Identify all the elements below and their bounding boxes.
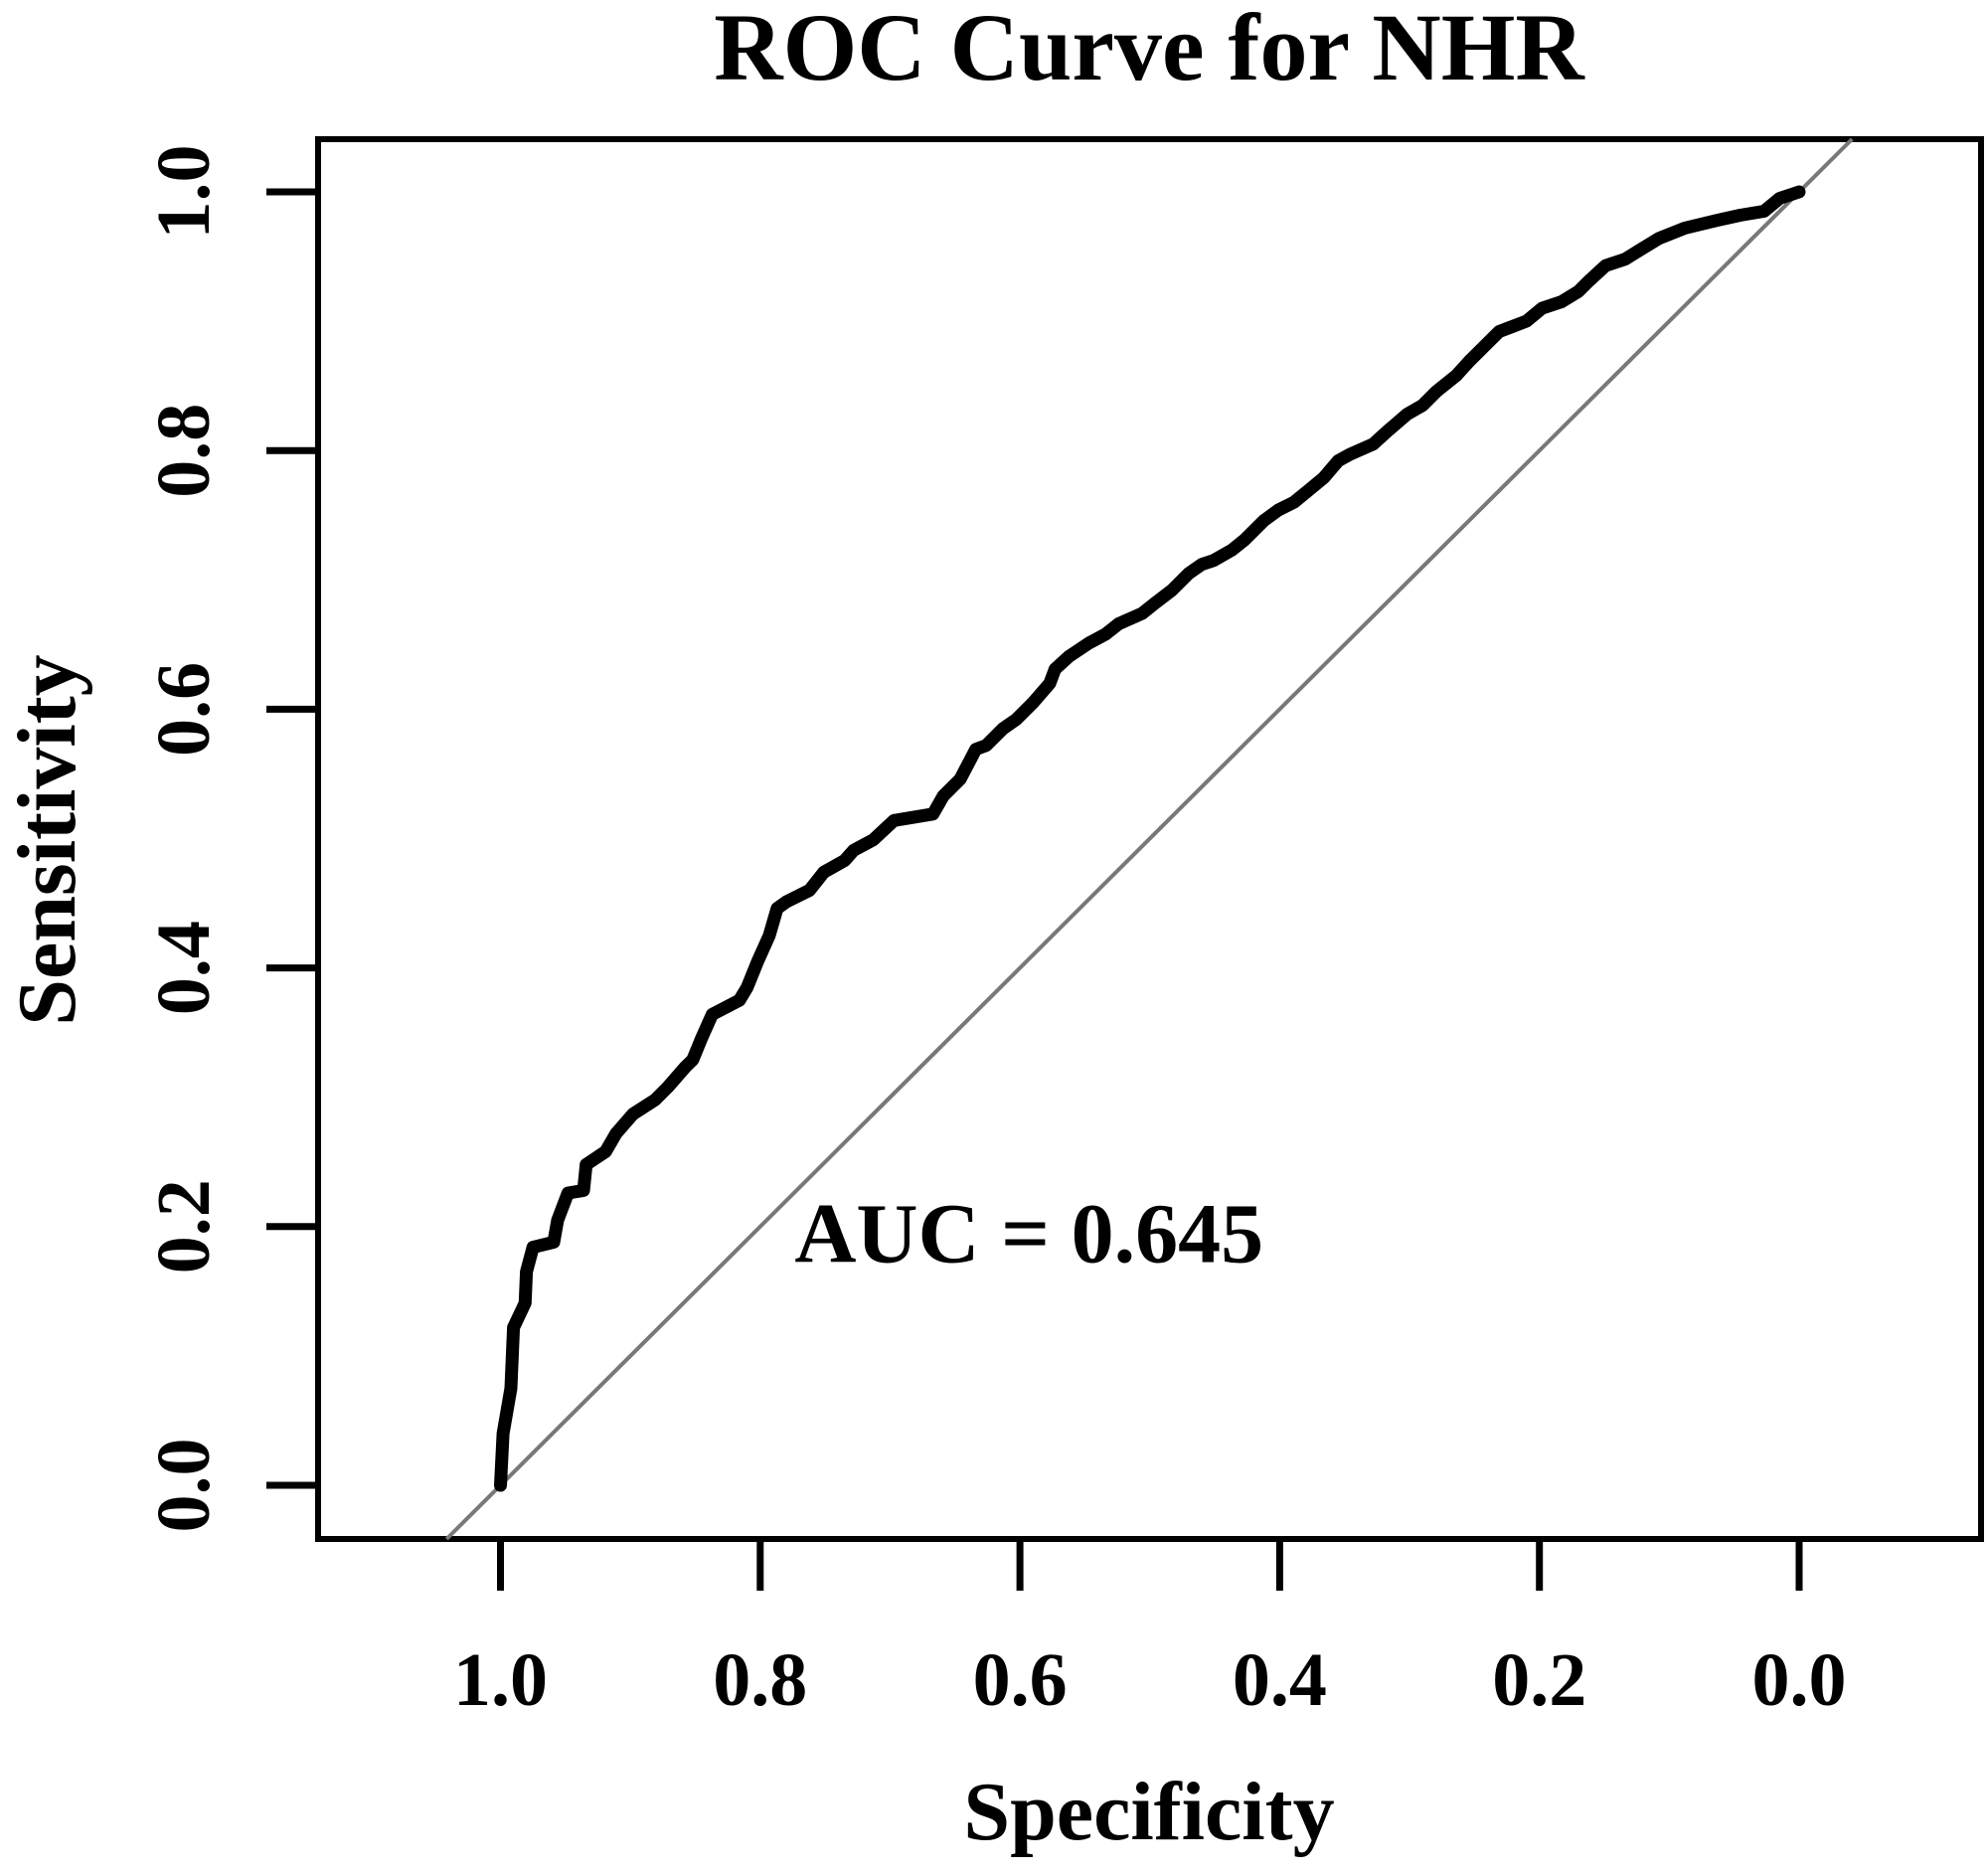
chart-title: ROC Curve for NHR <box>714 0 1585 100</box>
diagonal-reference-line <box>444 137 1854 1541</box>
y-axis-ticks <box>266 188 318 1489</box>
x-tick-label: 0.2 <box>1492 1638 1586 1722</box>
y-tick-label: 0.8 <box>142 404 226 498</box>
x-tick-label: 1.0 <box>453 1638 548 1722</box>
roc-curve <box>494 185 1806 1492</box>
x-axis-tick-labels: 1.0 0.8 0.6 0.4 0.2 0.0 <box>453 1638 1847 1722</box>
x-tick-label: 0.8 <box>713 1638 807 1722</box>
x-tick-label: 0.0 <box>1752 1638 1847 1722</box>
y-tick-label: 1.0 <box>142 145 226 240</box>
auc-annotation: AUC = 0.645 <box>794 1185 1263 1280</box>
x-axis-ticks <box>497 1539 1803 1591</box>
plot-box <box>315 136 1984 1542</box>
y-tick-label: 0.6 <box>142 662 226 757</box>
x-tick-label: 0.4 <box>1233 1638 1327 1722</box>
x-tick-label: 0.6 <box>973 1638 1068 1722</box>
y-axis-label: Sensitivity <box>1 654 93 1025</box>
y-tick-label: 0.4 <box>142 921 226 1015</box>
y-tick-label: 0.0 <box>142 1439 226 1533</box>
y-axis-tick-labels: 1.0 0.8 0.6 0.4 0.2 0.0 <box>142 145 226 1533</box>
y-tick-label: 0.2 <box>142 1179 226 1274</box>
x-axis-label: Specificity <box>963 1766 1334 1858</box>
